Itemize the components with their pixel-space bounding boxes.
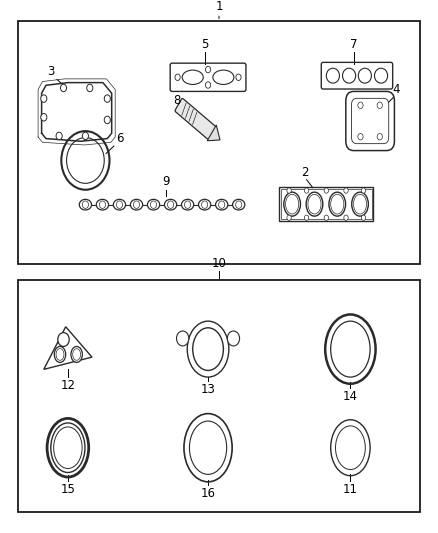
Bar xyxy=(18,21,420,264)
Circle shape xyxy=(87,84,93,92)
Text: 14: 14 xyxy=(343,390,358,403)
Text: 16: 16 xyxy=(201,487,215,500)
Ellipse shape xyxy=(352,192,368,216)
Ellipse shape xyxy=(374,68,388,83)
Bar xyxy=(279,187,373,222)
Circle shape xyxy=(236,201,242,208)
Ellipse shape xyxy=(215,199,228,210)
Text: 7: 7 xyxy=(350,38,358,51)
Circle shape xyxy=(151,201,157,208)
Bar xyxy=(281,189,371,220)
Circle shape xyxy=(236,74,241,80)
Circle shape xyxy=(377,102,382,108)
Circle shape xyxy=(361,215,366,221)
Circle shape xyxy=(205,82,211,88)
Text: 3: 3 xyxy=(47,65,54,78)
Circle shape xyxy=(56,132,62,140)
Ellipse shape xyxy=(284,192,300,216)
Ellipse shape xyxy=(54,346,66,362)
Circle shape xyxy=(82,132,88,140)
Ellipse shape xyxy=(343,68,356,83)
Ellipse shape xyxy=(131,199,143,210)
Ellipse shape xyxy=(113,199,126,210)
Ellipse shape xyxy=(181,199,194,210)
Circle shape xyxy=(344,188,348,193)
Text: 2: 2 xyxy=(300,166,308,179)
Circle shape xyxy=(304,188,309,193)
Text: 10: 10 xyxy=(212,257,226,270)
Circle shape xyxy=(41,114,47,121)
Circle shape xyxy=(58,333,69,346)
Ellipse shape xyxy=(182,70,203,84)
Circle shape xyxy=(201,201,208,208)
Circle shape xyxy=(117,201,123,208)
Circle shape xyxy=(377,133,382,140)
Circle shape xyxy=(82,201,88,208)
Circle shape xyxy=(324,188,328,193)
Ellipse shape xyxy=(79,199,92,210)
Text: 15: 15 xyxy=(60,483,75,496)
Circle shape xyxy=(227,331,240,346)
Circle shape xyxy=(184,201,191,208)
Circle shape xyxy=(324,215,328,221)
Polygon shape xyxy=(207,125,220,141)
Text: 1: 1 xyxy=(215,1,223,13)
Ellipse shape xyxy=(96,199,109,210)
Circle shape xyxy=(287,215,291,221)
Ellipse shape xyxy=(233,199,245,210)
Ellipse shape xyxy=(213,70,234,84)
Circle shape xyxy=(358,102,363,108)
Ellipse shape xyxy=(329,192,346,216)
Circle shape xyxy=(177,331,189,346)
Text: 5: 5 xyxy=(201,38,208,51)
Text: 13: 13 xyxy=(201,383,215,395)
Circle shape xyxy=(60,84,67,92)
Bar xyxy=(18,280,420,512)
Text: 9: 9 xyxy=(162,175,170,188)
Ellipse shape xyxy=(326,68,339,83)
Circle shape xyxy=(205,67,211,73)
Circle shape xyxy=(104,116,110,124)
Ellipse shape xyxy=(164,199,177,210)
Circle shape xyxy=(175,74,180,80)
Circle shape xyxy=(104,95,110,102)
Circle shape xyxy=(304,215,309,221)
Circle shape xyxy=(167,201,173,208)
Circle shape xyxy=(358,133,363,140)
Ellipse shape xyxy=(358,68,371,83)
Text: 12: 12 xyxy=(60,379,75,392)
Ellipse shape xyxy=(148,199,160,210)
Ellipse shape xyxy=(306,192,323,216)
Ellipse shape xyxy=(198,199,211,210)
Circle shape xyxy=(134,201,140,208)
Circle shape xyxy=(41,95,47,102)
Text: 8: 8 xyxy=(174,94,181,107)
Circle shape xyxy=(344,215,348,221)
Text: 4: 4 xyxy=(392,83,400,96)
FancyBboxPatch shape xyxy=(175,99,216,140)
Ellipse shape xyxy=(71,346,82,362)
Circle shape xyxy=(219,201,225,208)
Circle shape xyxy=(99,201,106,208)
Text: 6: 6 xyxy=(116,132,124,145)
Circle shape xyxy=(287,188,291,193)
Circle shape xyxy=(361,188,366,193)
Text: 11: 11 xyxy=(343,483,358,496)
